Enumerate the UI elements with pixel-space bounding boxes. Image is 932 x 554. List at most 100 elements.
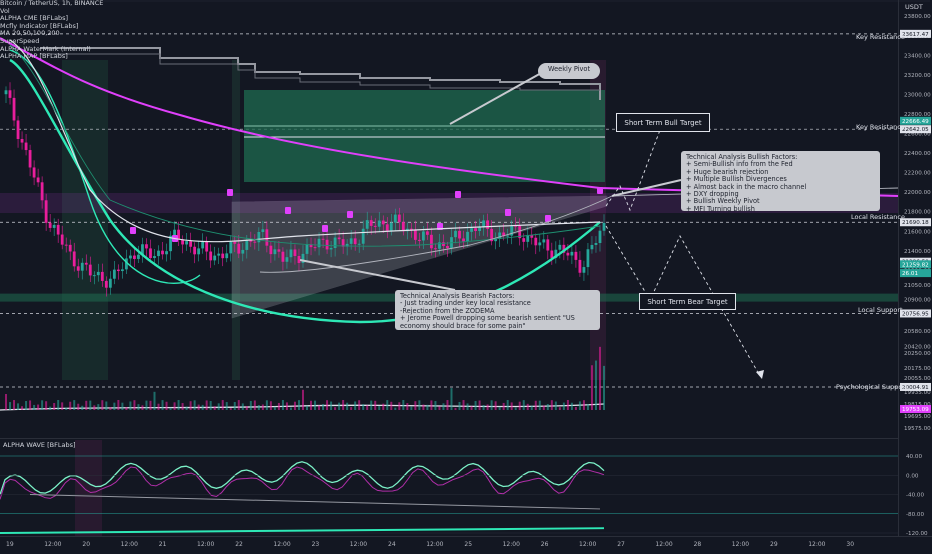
- candle-body: [602, 222, 606, 231]
- volume-bar: [362, 404, 365, 410]
- time-tick: 25: [464, 541, 472, 548]
- alpha-wave-signal: [0, 466, 605, 500]
- volume-bar: [277, 402, 280, 410]
- time-tick: 12:00: [44, 541, 61, 548]
- level-label-2: Local Resistance: [851, 213, 905, 221]
- candle-body: [68, 244, 72, 252]
- candle-body: [173, 229, 176, 236]
- symbol-title[interactable]: Bitcoin / TetherUS, 1h, BINANCE: [0, 0, 104, 7]
- candle-body: [498, 232, 502, 239]
- volume-bar: [21, 406, 24, 410]
- candle-body: [197, 248, 201, 255]
- bearish-pointer: [299, 259, 456, 291]
- volume-bar: [374, 400, 377, 410]
- volume-bar: [297, 400, 300, 410]
- price-tick: 20055.00: [904, 376, 931, 382]
- candle-body: [16, 120, 20, 139]
- candle-body: [20, 138, 24, 143]
- candle-body: [56, 224, 60, 235]
- volume-bar: [530, 405, 533, 410]
- volume-bar: [25, 400, 28, 410]
- candle-body: [277, 249, 281, 252]
- volume-bar: [450, 388, 453, 410]
- volume-bar: [526, 403, 529, 410]
- volume-bar: [117, 400, 120, 410]
- candle-body: [84, 262, 88, 265]
- candle-body: [574, 251, 578, 260]
- volume-bar: [257, 404, 260, 410]
- bearish-item: + Jerome Powell dropping some bearish se…: [400, 314, 575, 323]
- volume-bar: [13, 400, 16, 410]
- indicator-vol[interactable]: Vol: [0, 6, 10, 15]
- lower-pane-title[interactable]: ALPHA WAVE [BFLabs]: [3, 441, 76, 449]
- currency-label: USDT: [905, 3, 923, 11]
- volume-bar: [101, 400, 104, 410]
- time-tick: 30: [846, 541, 854, 548]
- indicator-mcfly[interactable]: Mcfly Indicator [BFLabs]: [0, 21, 79, 30]
- volume-bar: [109, 407, 112, 410]
- volume-bar: [506, 400, 509, 410]
- indicator-alpha-map[interactable]: ALPHA MAP [BFLabs]: [0, 52, 68, 61]
- candle-body: [474, 228, 477, 232]
- candle-body: [506, 235, 510, 237]
- candle-body: [273, 249, 277, 255]
- bear-target-box: Short Term Bear Target: [639, 293, 736, 310]
- candle-body: [96, 271, 100, 276]
- time-tick: 12:00: [350, 541, 367, 548]
- volume-bar: [314, 400, 317, 410]
- volume-bar: [603, 365, 605, 410]
- candle-body: [129, 255, 132, 259]
- indicator-superspeed[interactable]: SuperSpeed: [0, 36, 40, 45]
- volume-bar: [133, 400, 136, 410]
- time-tick: 19: [6, 541, 14, 548]
- price-tick: 21600.00: [904, 229, 931, 235]
- bullish-item: + Huge bearish rejection: [686, 167, 769, 176]
- candle-body: [417, 239, 421, 241]
- volume-bar: [438, 406, 441, 410]
- price-tick: 20175.00: [904, 366, 931, 372]
- session-band: [232, 60, 240, 380]
- level-price-tag: [900, 218, 931, 227]
- candle-body: [341, 239, 345, 247]
- level-label-1: Key Resistance: [856, 123, 905, 131]
- indicator-alpha-cme[interactable]: ALPHA CME [BFLabs]: [0, 14, 69, 23]
- volume-bar: [221, 400, 224, 410]
- candle-body: [145, 244, 148, 249]
- level-price-tag: [900, 382, 931, 391]
- bull-target-box: Short Term Bull Target: [616, 113, 710, 132]
- volume-bar: [85, 400, 88, 410]
- time-axis-border: [0, 536, 932, 537]
- volume-bar: [265, 400, 268, 410]
- osc-trend-line: [0, 527, 605, 534]
- time-tick: 26: [541, 541, 549, 548]
- bullish-item: + Multiple Bullish Divergences: [686, 175, 787, 184]
- candle-body: [169, 235, 172, 252]
- candle-body: [470, 228, 473, 232]
- candle-body: [365, 220, 369, 229]
- time-tick: 12:00: [197, 541, 214, 548]
- candle-body: [293, 249, 297, 256]
- candle-body: [44, 200, 48, 223]
- signal-marker: [545, 215, 551, 222]
- candle-body: [566, 252, 570, 256]
- indicator-watermark[interactable]: ALPHA WaterMark (Internal): [0, 44, 91, 53]
- volume-bar: [37, 404, 40, 410]
- candle-body: [337, 237, 341, 240]
- time-tick: 29: [770, 541, 778, 548]
- candle-body: [32, 167, 36, 178]
- volume-bar: [77, 403, 80, 410]
- volume-bar: [390, 401, 393, 410]
- indicator-ma[interactable]: MA 20,50,100,200: [0, 29, 60, 38]
- volume-bar: [370, 400, 373, 410]
- candle-body: [458, 230, 461, 239]
- candle-body: [36, 177, 40, 183]
- volume-bar: [598, 346, 601, 410]
- candle-body: [385, 224, 389, 231]
- price-tick: 19575.00: [904, 426, 931, 432]
- time-tick: 21: [159, 541, 167, 548]
- volume-price-tag: [900, 405, 931, 413]
- price-tick: 20580.00: [904, 329, 931, 335]
- candle-body: [333, 237, 337, 249]
